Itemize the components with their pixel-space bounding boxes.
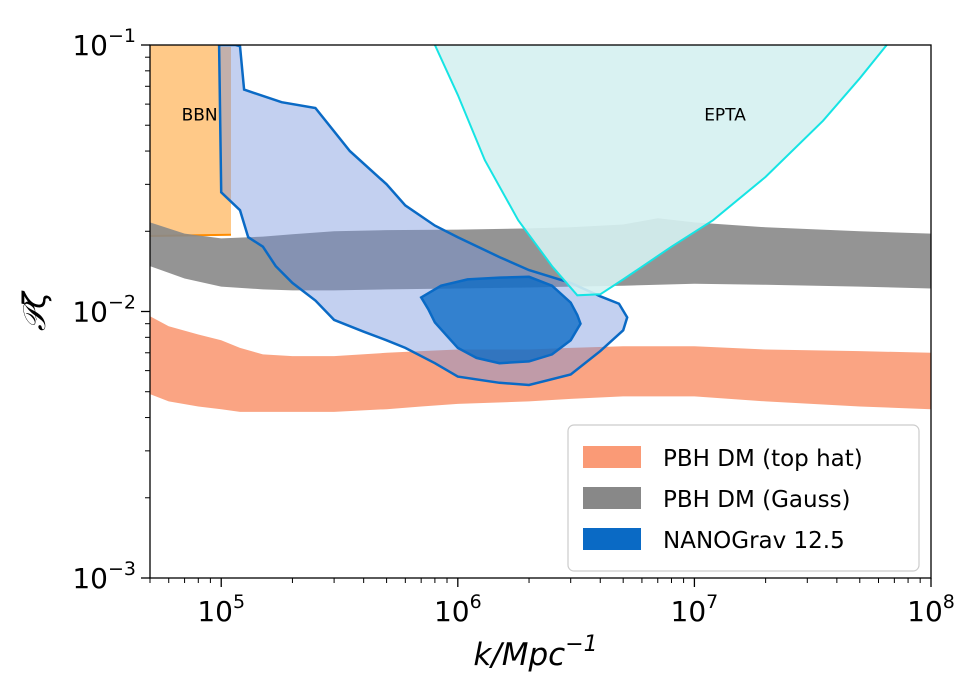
x-tick-label: 108 — [907, 591, 955, 628]
pbh-dm-top-hat-band — [150, 316, 931, 412]
x-tick-label: 107 — [671, 591, 719, 628]
y-tick-label: 10−3 — [72, 558, 136, 595]
bbn-region — [150, 45, 231, 236]
legend-swatch-pbh-dm-top-hat — [583, 446, 641, 468]
legend-label-pbh-dm-gauss: PBH DM (Gauss) — [663, 487, 851, 513]
x-axis-title: k/Mpc−1 — [473, 632, 597, 673]
legend-swatch-pbh-dm-gauss — [583, 487, 641, 509]
y-tick-label: 10−2 — [72, 292, 136, 329]
region-label-epta: EPTA — [704, 106, 746, 126]
legend-label-pbh-dm-top-hat: PBH DM (top hat) — [663, 446, 863, 472]
pbh-dm-gauss-band — [150, 218, 931, 291]
legend-swatch-nanograv-12-5 — [583, 528, 641, 550]
region-label-bbn: BBN — [182, 106, 218, 126]
epta-region — [434, 45, 887, 296]
x-tick-label: 105 — [197, 591, 245, 628]
nanograv-inner-contour — [419, 275, 582, 365]
x-tick-label: 106 — [434, 591, 482, 628]
legend-box — [567, 424, 920, 572]
plot-area — [150, 45, 931, 412]
y-tick-label: 10−1 — [72, 25, 136, 62]
legend-label-nanograv-12-5: NANOGrav 12.5 — [663, 528, 845, 554]
y-axis-title: 𝒫ζ — [17, 290, 53, 331]
epta-edge — [433, 45, 888, 297]
